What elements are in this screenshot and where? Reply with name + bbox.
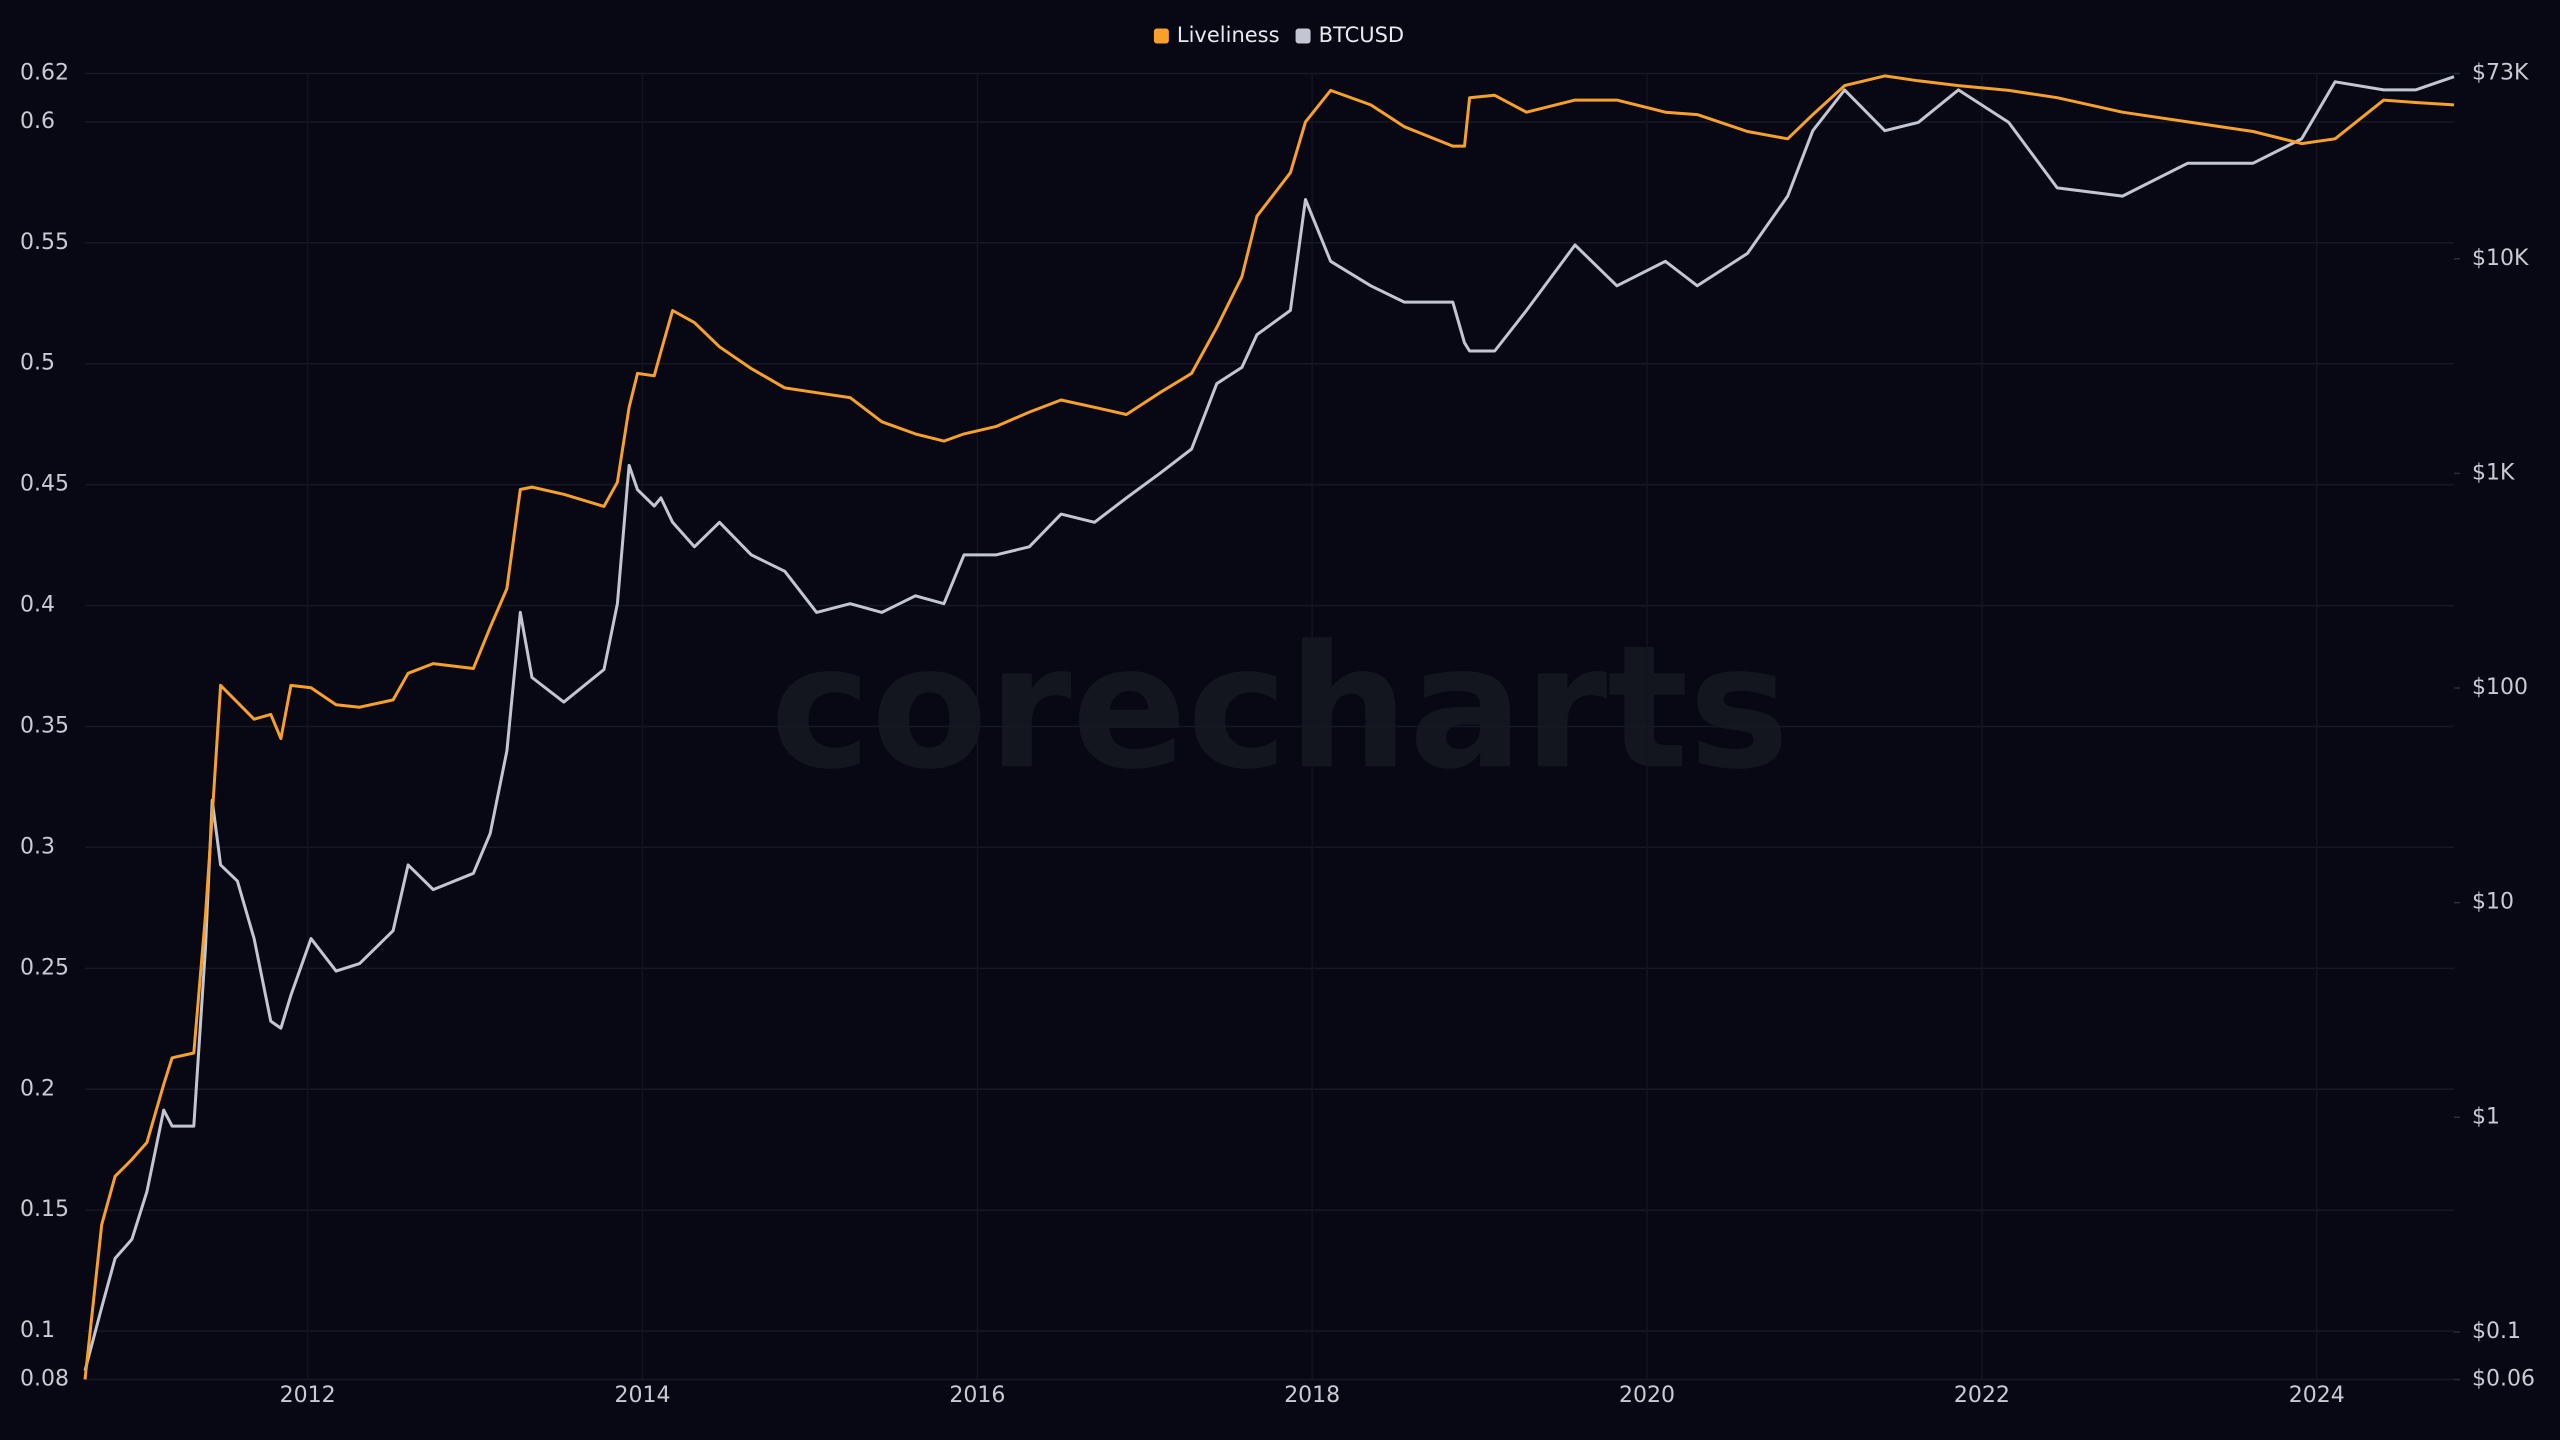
x-tick-label: 2024 — [2289, 1383, 2345, 1408]
x-tick-label: 2020 — [1619, 1383, 1675, 1408]
legend: Liveliness BTCUSD — [1153, 23, 1405, 47]
y-tick-label: 0.2 — [20, 1076, 55, 1101]
y-tick-label: 0.6 — [20, 109, 55, 134]
y-tick-label: 0.3 — [20, 834, 55, 859]
x-tick-label: 2018 — [1284, 1383, 1340, 1408]
y-tick-label: 0.4 — [20, 593, 55, 618]
y-tick-label: 0.1 — [20, 1318, 55, 1343]
x-tick-label: 2022 — [1954, 1383, 2010, 1408]
legend-label: BTCUSD — [1319, 23, 1405, 47]
grid — [85, 72, 2454, 1381]
y-tick-label: 0.45 — [20, 472, 69, 497]
y2-tick-label: $100 — [2472, 675, 2528, 700]
y-tick-label: 0.55 — [20, 230, 69, 255]
y-tick-label: 0.25 — [20, 955, 69, 980]
plot — [83, 74, 2455, 1380]
legend-label: Liveliness — [1177, 23, 1280, 47]
y2-tick-label: $1K — [2472, 460, 2515, 485]
x-tick-label: 2014 — [615, 1383, 671, 1408]
y2-tick-label: $73K — [2472, 61, 2529, 86]
legend-swatch — [1295, 28, 1311, 44]
y-tick-label: 0.5 — [20, 351, 55, 376]
y-tick-label: 0.62 — [20, 61, 69, 86]
y2-tick-label: $1 — [2472, 1104, 2500, 1129]
y2-tick-label: $0.06 — [2472, 1367, 2535, 1392]
x-tick-label: 2016 — [949, 1383, 1005, 1408]
y2-tick-label: $10 — [2472, 890, 2514, 915]
legend-swatch — [1153, 28, 1169, 44]
y2-tick-label: $10K — [2472, 246, 2529, 271]
y2-tick-label: $0.1 — [2472, 1319, 2521, 1344]
series-line — [83, 75, 2455, 1371]
y-tick-label: 0.15 — [20, 1197, 69, 1222]
watermark: corecharts — [770, 609, 1790, 807]
y-tick-label: 0.08 — [20, 1367, 69, 1392]
y-tick-label: 0.35 — [20, 714, 69, 739]
series-line — [83, 74, 2455, 1380]
axes: 0.08 0.1 0.15 0.2 0.25 0.3 0.35 0.4 0.45 0.5 0.55 0… — [20, 61, 2535, 1409]
x-tick-label: 2012 — [280, 1383, 336, 1408]
